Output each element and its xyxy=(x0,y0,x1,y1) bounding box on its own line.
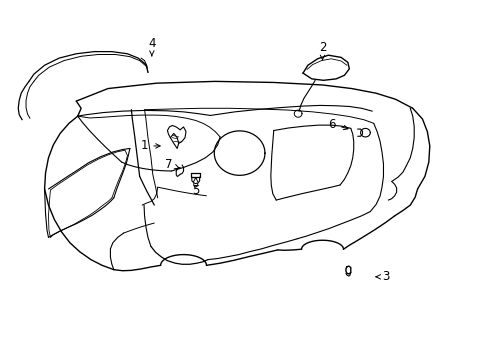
Text: 2: 2 xyxy=(318,41,325,60)
Text: 7: 7 xyxy=(165,158,179,171)
Text: 4: 4 xyxy=(148,37,155,56)
Text: 3: 3 xyxy=(375,270,389,283)
Text: 5: 5 xyxy=(192,177,199,197)
Text: 6: 6 xyxy=(328,118,347,131)
Text: 1: 1 xyxy=(141,139,160,152)
